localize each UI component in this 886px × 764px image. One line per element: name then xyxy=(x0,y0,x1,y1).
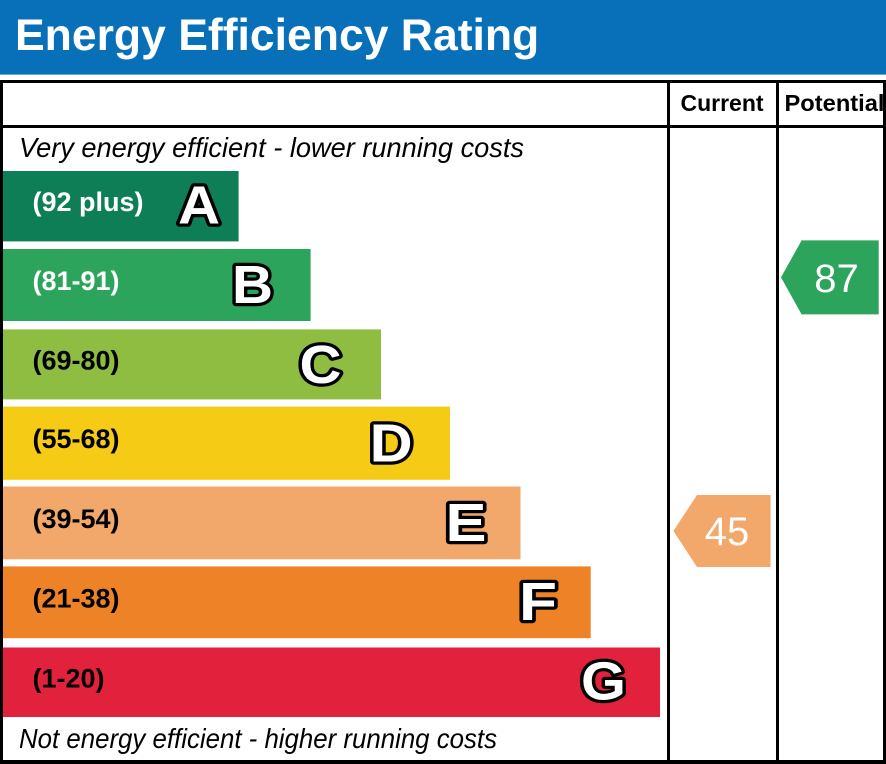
svg-text:Not energy efficient - higher: Not energy efficient - higher running co… xyxy=(19,723,497,754)
svg-text:Very energy efficient - lower: Very energy efficient - lower running co… xyxy=(19,132,524,163)
svg-text:A: A xyxy=(178,175,220,235)
svg-text:(81-91): (81-91) xyxy=(33,266,120,296)
svg-text:(1-20): (1-20) xyxy=(33,663,105,693)
svg-text:F: F xyxy=(519,572,557,632)
svg-text:(92 plus): (92 plus) xyxy=(33,187,144,217)
svg-text:(55-68): (55-68) xyxy=(33,424,120,454)
svg-text:45: 45 xyxy=(705,510,750,554)
svg-text:(69-80): (69-80) xyxy=(33,345,120,375)
svg-text:87: 87 xyxy=(814,257,859,301)
svg-text:(21-38): (21-38) xyxy=(33,583,120,613)
svg-text:Energy Efficiency Rating: Energy Efficiency Rating xyxy=(15,11,539,60)
svg-text:C: C xyxy=(300,335,342,395)
svg-text:E: E xyxy=(446,493,487,553)
svg-text:D: D xyxy=(370,414,413,474)
svg-text:G: G xyxy=(581,652,626,712)
svg-text:B: B xyxy=(232,255,273,315)
svg-text:(39-54): (39-54) xyxy=(33,504,120,534)
svg-text:Potential: Potential xyxy=(785,90,885,116)
svg-text:Current: Current xyxy=(680,90,763,116)
